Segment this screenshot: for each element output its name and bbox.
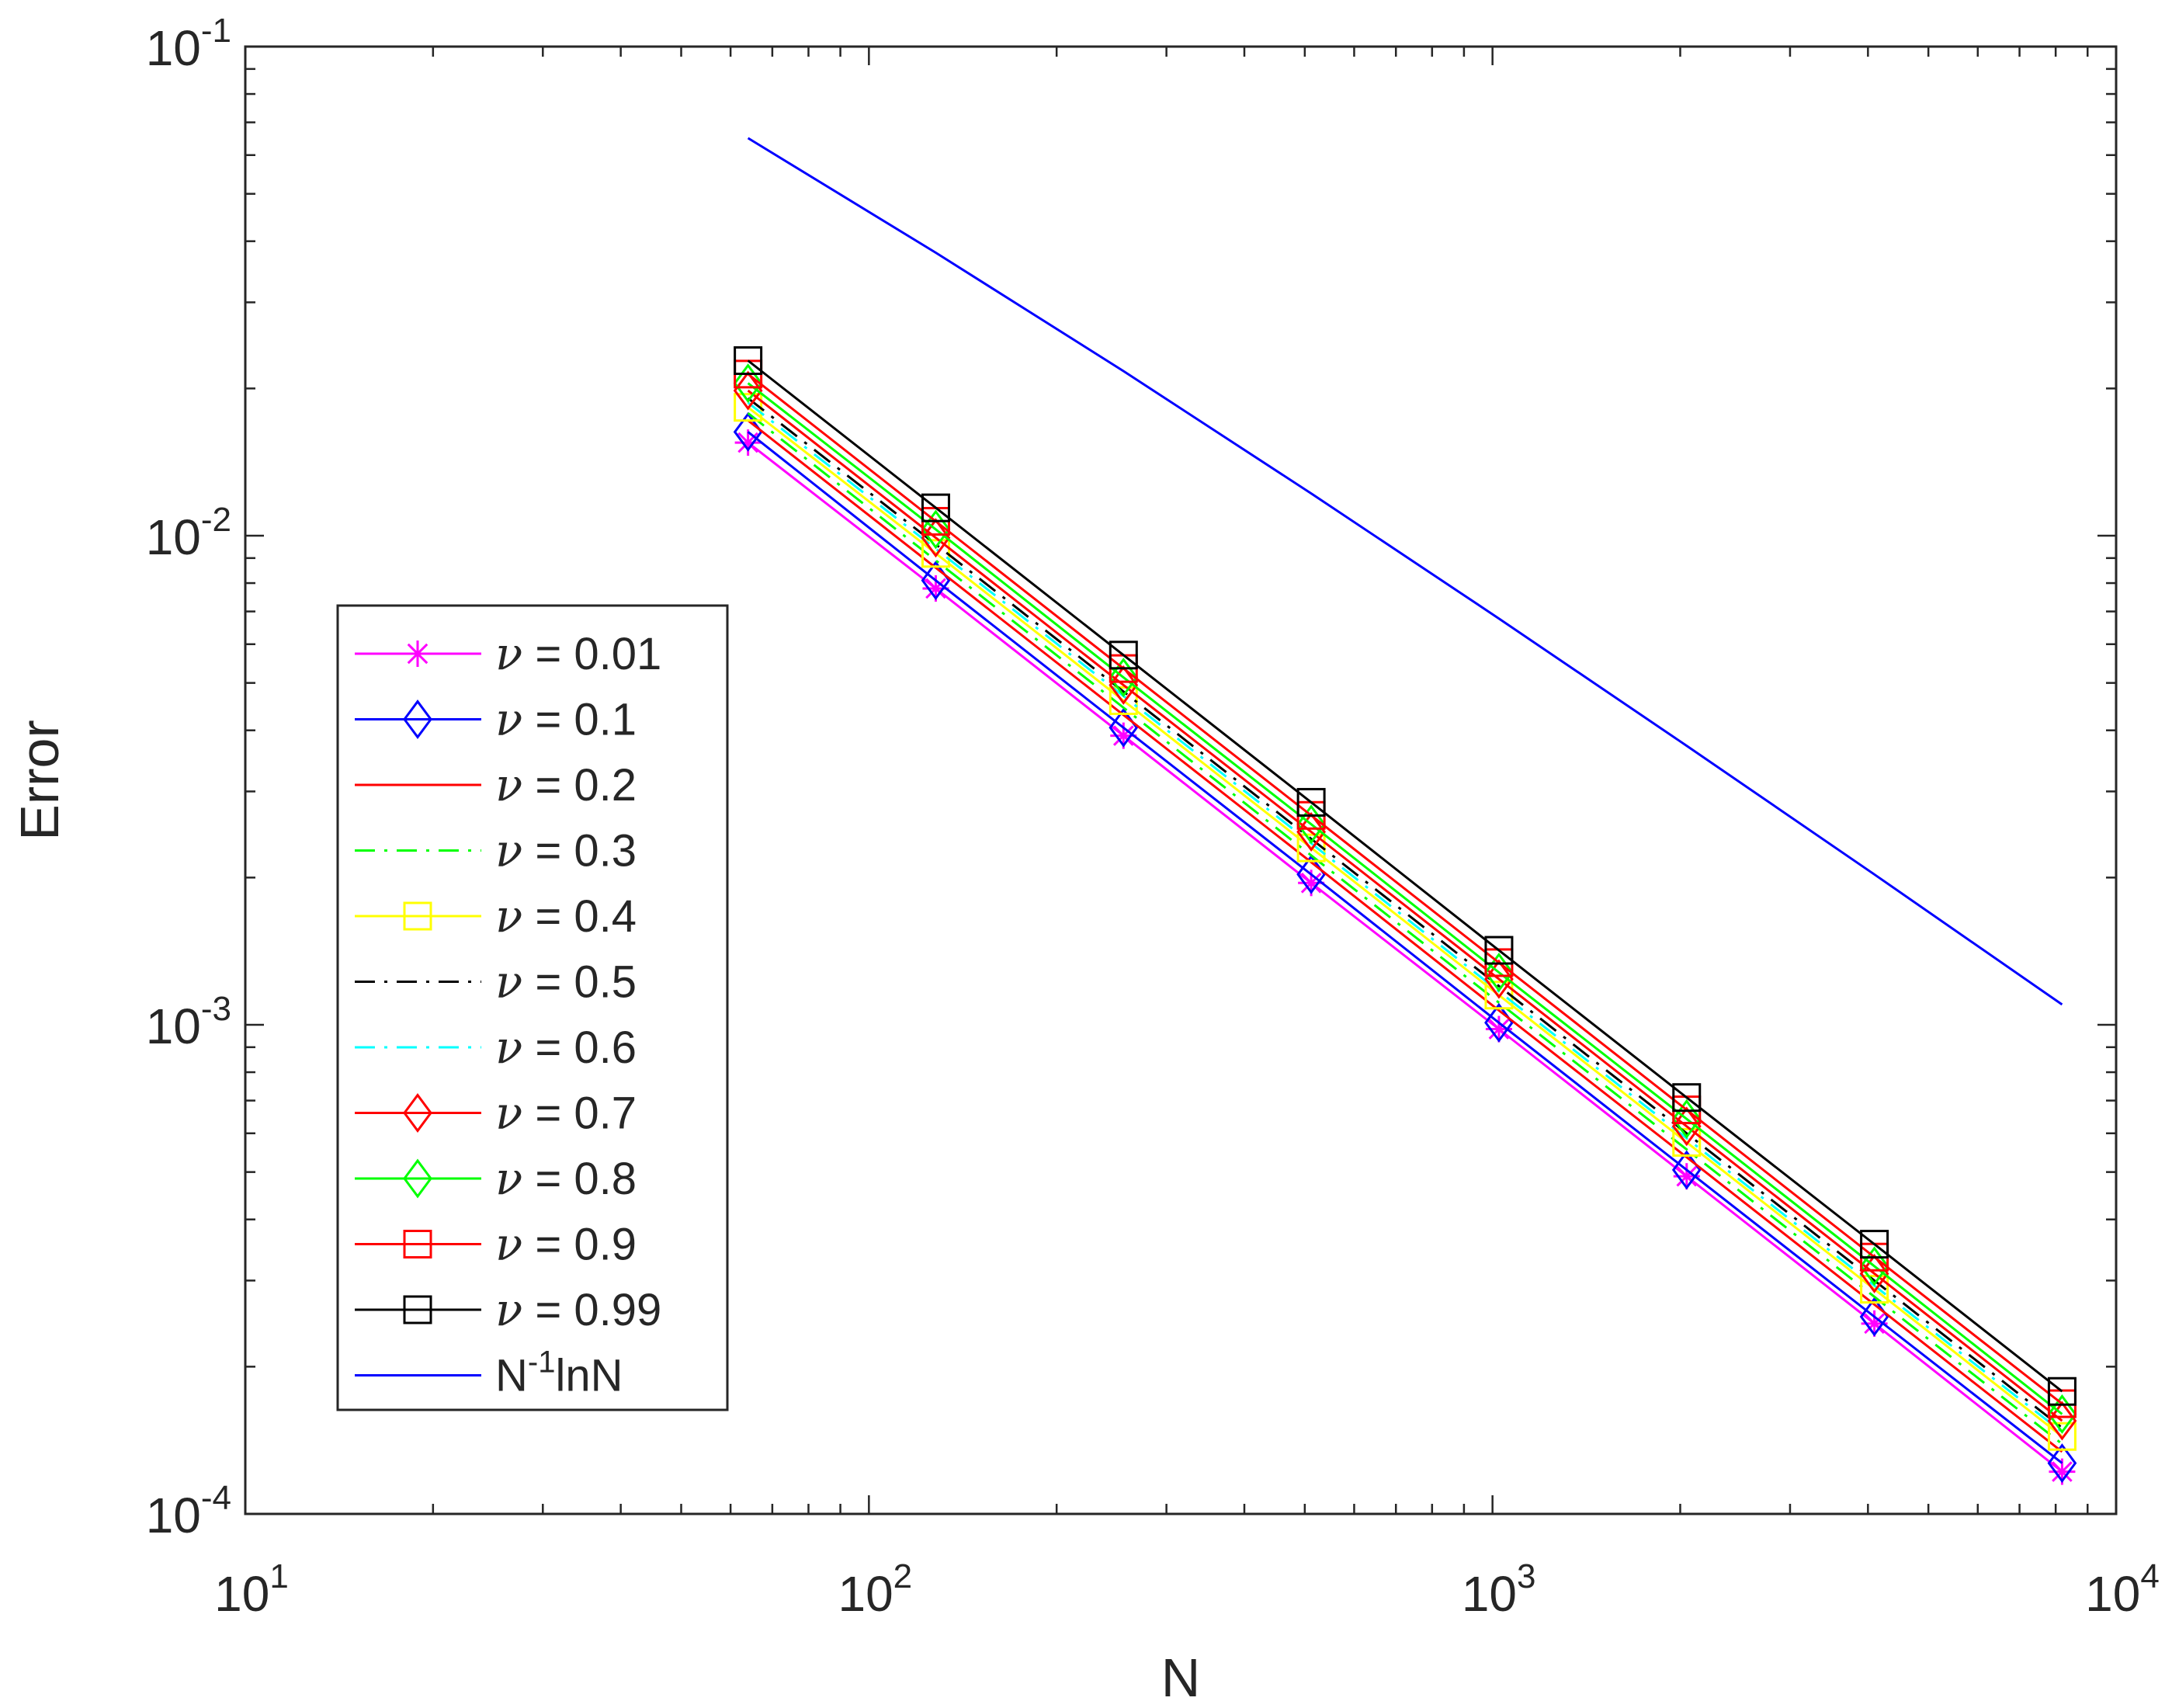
series-10 [734,346,2077,1406]
legend-label: ν = 0.3 [495,824,637,877]
series-2 [747,419,2063,1453]
y-axis-label: Error [9,720,70,841]
plot-frame [244,45,2118,1515]
legend-label: ν = 0.99 [495,1283,661,1336]
legend-entry: ν = 0.2 [355,759,637,811]
series-11 [747,137,2063,1006]
diamond-marker [2047,1401,2077,1441]
square-marker [1484,936,1514,965]
legend-label: ν = 0.8 [495,1152,637,1205]
asterisk-marker [404,640,431,667]
y-tick-label: 10-4 [146,1479,231,1543]
square-marker [1109,640,1138,670]
legend-label: ν = 0.7 [495,1087,637,1140]
square-marker [1860,1275,1889,1304]
legend-label: ν = 0.01 [495,627,661,680]
legend-entry: ν = 0.5 [355,956,637,1008]
square-marker [2047,1376,2077,1406]
square-marker [403,1230,432,1258]
x-axis-label: N [1161,1647,1201,1708]
diamond-marker [1296,804,1326,845]
x-tick-label: 102 [838,1557,912,1622]
diamond-marker [1859,1253,1889,1293]
series-4 [734,393,2077,1451]
x-tick-label: 103 [1462,1557,1536,1622]
legend-entry: N-1lnN [355,1345,623,1401]
diamond-marker [403,1158,432,1199]
series-line [747,382,2063,1415]
legend-entry: ν = 0.8 [355,1152,637,1205]
legend-entry: ν = 0.1 [355,693,637,746]
legend-label: ν = 0.1 [495,693,637,746]
diamond-marker [1109,658,1139,698]
y-tick-label: 10-1 [146,12,231,76]
series-line [747,373,2063,1405]
legend: ν = 0.01 ν = 0.1 ν = 0.2 ν = 0.3 ν = 0.4 ν = … [336,604,729,1411]
square-marker [734,346,763,376]
series-8 [733,363,2077,1434]
legend-label: N-1lnN [495,1345,623,1401]
series-line [747,137,2063,1006]
series-layer [733,137,2077,1485]
asterisk-marker [1861,1310,1888,1337]
legend-entry: ν = 0.3 [355,824,637,877]
diamond-marker [1859,1246,1889,1286]
x-tick-label: 101 [214,1557,289,1622]
axis-ticks [245,47,2116,1514]
series-line [747,401,2063,1433]
diamond-marker [921,509,951,550]
legend-entry: ν = 0.7 [355,1087,637,1140]
legend-entry: ν = 0.4 [355,890,637,943]
square-marker [2047,1422,2077,1451]
series-line [747,431,2063,1464]
series-line [747,389,2063,1422]
tick-labels: 101 102 103 104 10-4 10-3 10-2 10-1 [146,12,2160,1622]
square-marker [1860,1230,1889,1259]
series-line [747,412,2063,1446]
diamond-marker [733,370,763,411]
square-marker [1672,1127,1702,1157]
y-tick-label: 10-2 [146,501,231,565]
legend-entry: ν = 0.6 [355,1021,637,1074]
legend-entry: ν = 0.9 [355,1218,637,1271]
legend-box [336,604,729,1411]
diamond-marker [403,700,432,739]
legend-label: ν = 0.6 [495,1021,637,1074]
diamond-marker [733,363,763,404]
square-marker [1672,1083,1702,1113]
series-line [747,359,2063,1393]
series-3 [747,412,2063,1446]
series-6 [747,401,2063,1433]
diamond-marker [921,518,951,558]
series-line [747,406,2063,1438]
diamond-marker [1484,952,1514,992]
diamond-marker [2047,1394,2077,1434]
x-tick-label: 104 [2085,1557,2160,1622]
diamond-marker [1296,812,1326,852]
square-marker [1296,787,1326,817]
square-marker [403,1295,432,1324]
legend-label: ν = 0.5 [495,956,637,1008]
y-tick-label: 10-3 [146,990,231,1054]
legend-label: ν = 0.2 [495,759,637,811]
series-line [747,397,2063,1429]
series-line [747,419,2063,1453]
asterisk-marker [1485,1015,1512,1043]
diamond-marker [1671,1106,1702,1147]
series-5 [747,397,2063,1429]
diamond-marker [1109,665,1139,705]
diamond-marker [1484,959,1514,999]
series-line [747,441,2063,1473]
diamond-marker [1671,1099,1702,1139]
diamond-marker [403,1093,432,1133]
diamond-marker [2047,1443,2077,1484]
legend-entry: ν = 0.01 [355,627,661,680]
square-marker [403,901,432,931]
series-7 [733,370,2077,1441]
legend-label: ν = 0.9 [495,1218,637,1271]
legend-label: ν = 0.4 [495,890,637,943]
square-marker [921,493,950,522]
legend-entry: ν = 0.99 [355,1283,661,1336]
